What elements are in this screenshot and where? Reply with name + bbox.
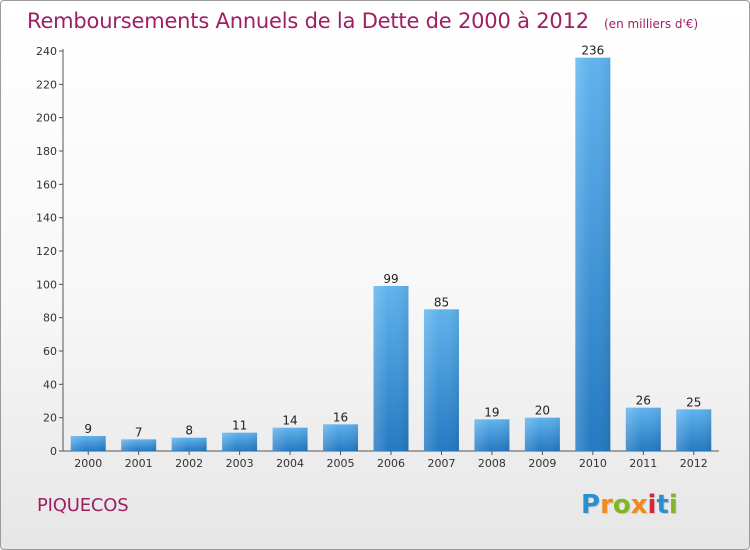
logo-letter: t (656, 490, 669, 520)
y-tick-label: 160 (36, 178, 57, 191)
chart-title-row: Remboursements Annuels de la Dette de 20… (27, 9, 698, 33)
bar-shade (171, 437, 207, 451)
bar-value-label: 8 (185, 424, 193, 438)
y-tick-label: 240 (36, 45, 57, 58)
bar-value-label: 236 (581, 44, 604, 58)
bar-shade (676, 409, 712, 451)
bar-shade (575, 57, 611, 452)
x-tick-label: 2007 (427, 457, 455, 470)
x-tick-label: 2011 (629, 457, 657, 470)
x-tick-label: 2006 (377, 457, 405, 470)
x-tick-label: 2000 (74, 457, 102, 470)
y-tick-label: 40 (43, 378, 57, 391)
bar-value-label: 85 (434, 295, 449, 309)
bar-group (524, 417, 560, 451)
bar-group (272, 427, 308, 451)
y-tick-label: 200 (36, 112, 57, 125)
bar-group (70, 436, 106, 451)
x-tick-label: 2002 (175, 457, 203, 470)
bar-group (625, 407, 661, 451)
y-tick-label: 80 (43, 312, 57, 325)
x-tick-label: 2005 (327, 457, 355, 470)
bar-value-label: 9 (84, 422, 92, 436)
bar-group (474, 419, 510, 451)
y-tick-label: 140 (36, 212, 57, 225)
bar-value-label: 99 (383, 272, 398, 286)
logo-letter: P (581, 490, 601, 520)
bar-shade (423, 309, 459, 451)
bar-value-label: 16 (333, 410, 348, 424)
bar-shade (323, 424, 359, 451)
x-tick-label: 2012 (680, 457, 708, 470)
logo-letter: x (630, 490, 648, 520)
logo-letter: i (668, 490, 678, 520)
logo-letter: i (647, 490, 657, 520)
bar-value-label: 19 (484, 405, 499, 419)
bars-layer (70, 57, 712, 452)
logo-letter: r (600, 490, 613, 520)
bar-shade (121, 439, 157, 451)
y-tick-label: 100 (36, 278, 57, 291)
proxiti-logo: Proxiti (581, 490, 678, 520)
bar-group (676, 409, 712, 451)
bar-value-label: 11 (232, 419, 247, 433)
commune-name: PIQUECOS (37, 495, 129, 516)
x-tick-label: 2001 (125, 457, 153, 470)
x-tick-label: 2003 (226, 457, 254, 470)
bar-group (171, 437, 207, 451)
x-tick-label: 2004 (276, 457, 304, 470)
bar-shade (70, 436, 106, 451)
bar-shade (222, 432, 258, 451)
y-tick-label: 60 (43, 345, 57, 358)
bar-shade (272, 427, 308, 451)
y-tick-label: 20 (43, 412, 57, 425)
bar-shade (524, 417, 560, 451)
bar-group (423, 309, 459, 451)
y-tick-label: 220 (36, 78, 57, 91)
chart-title: Remboursements Annuels de la Dette de 20… (27, 9, 589, 33)
chart-units: (en milliers d'€) (604, 17, 699, 31)
bar-group (222, 432, 258, 451)
bar-value-label: 20 (535, 404, 550, 418)
bar-group (323, 424, 359, 451)
bar-shade (373, 286, 409, 451)
bar-group (373, 286, 409, 451)
bar-shade (474, 419, 510, 451)
x-tick-label: 2009 (528, 457, 556, 470)
bar-value-label: 26 (636, 394, 651, 408)
bar-group (121, 439, 157, 451)
y-tick-label: 120 (36, 245, 57, 258)
bar-shade (625, 407, 661, 451)
bar-value-label: 14 (282, 414, 297, 428)
bar-group (575, 57, 611, 452)
x-tick-label: 2008 (478, 457, 506, 470)
labels-layer: 2000 9 2001 7 2002 8 2003 11 2004 14 2005 16 2006 99 2… (74, 44, 708, 470)
bar-value-label: 25 (686, 395, 701, 409)
bar-value-label: 7 (135, 425, 143, 439)
x-tick-label: 2010 (579, 457, 607, 470)
y-tick-label: 180 (36, 145, 57, 158)
logo-letter: o (612, 490, 631, 520)
y-tick-label: 0 (50, 445, 57, 458)
